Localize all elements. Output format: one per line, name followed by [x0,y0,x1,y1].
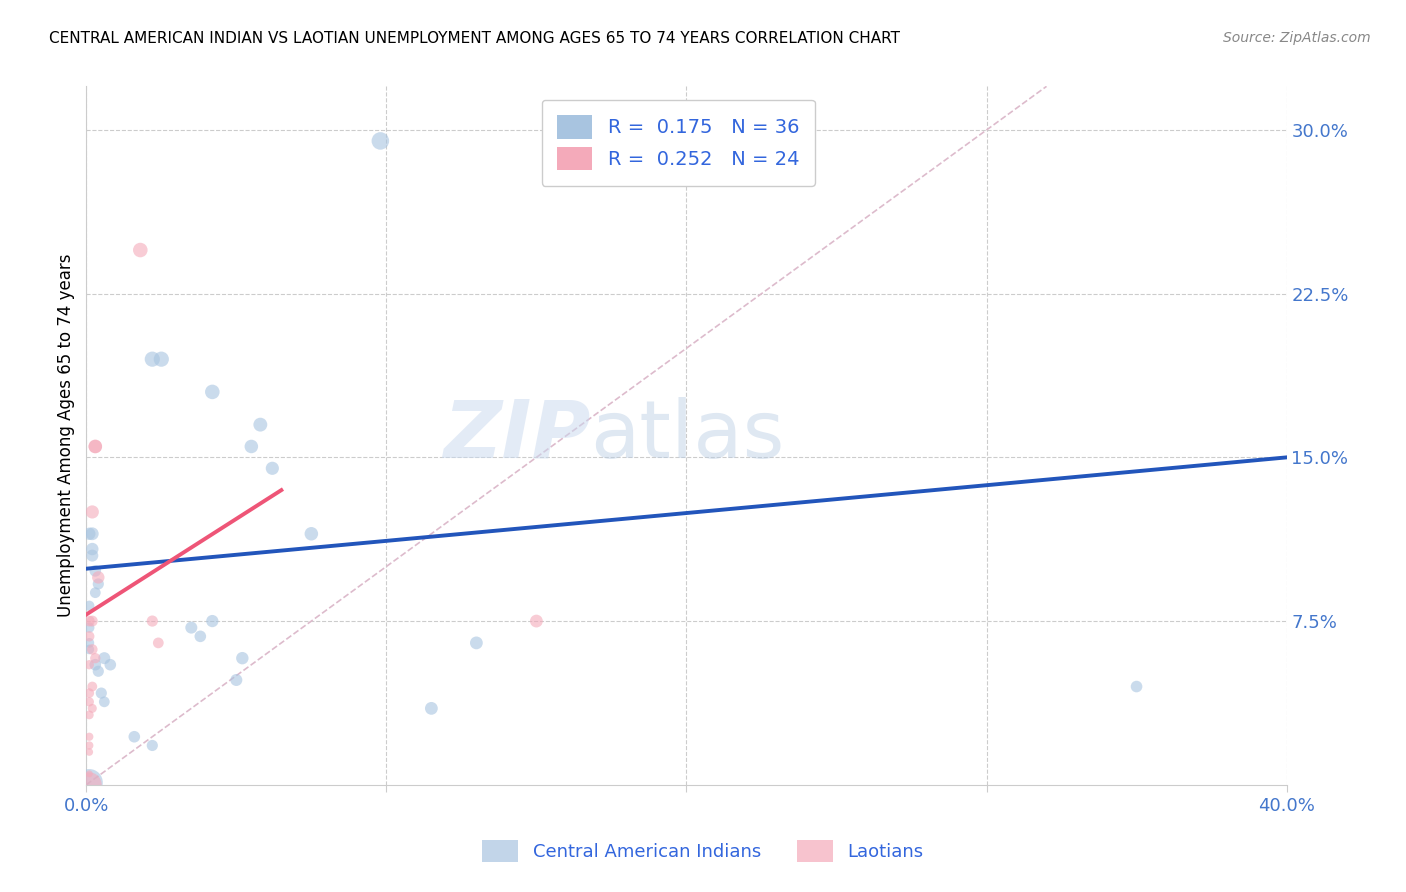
Point [262,461,284,475]
Point [82,614,104,628]
Text: CENTRAL AMERICAN INDIAN VS LAOTIAN UNEMPLOYMENT AMONG AGES 65 TO 74 YEARS CORREL: CENTRAL AMERICAN INDIAN VS LAOTIAN UNEMP… [49,31,900,46]
Point [526,614,548,628]
Point [420,701,443,715]
Point [79,642,101,657]
Point [79,707,101,722]
Point [79,636,101,650]
Point [79,629,101,643]
Point [148,636,170,650]
Point [370,134,392,148]
Point [82,526,104,541]
Point [225,673,247,687]
Legend: Central American Indians, Laotians: Central American Indians, Laotians [475,833,931,870]
Point [93,651,115,665]
Point [79,657,101,672]
Point [82,549,104,563]
Text: ZIP: ZIP [443,397,591,475]
Point [79,614,101,628]
Point [84,657,107,672]
Point [82,680,104,694]
Legend: R =  0.175   N = 36, R =  0.252   N = 24: R = 0.175 N = 36, R = 0.252 N = 24 [541,100,814,186]
Point [84,440,107,454]
Point [87,665,110,679]
Point [87,577,110,591]
Point [188,629,211,643]
Point [82,505,104,519]
Point [79,621,101,635]
Point [87,570,110,584]
Point [249,417,271,432]
Point [1125,680,1147,694]
Point [141,352,163,367]
Point [231,651,253,665]
Point [129,243,152,257]
Point [82,701,104,715]
Point [124,730,146,744]
Point [79,686,101,700]
Text: atlas: atlas [591,397,785,475]
Point [150,352,173,367]
Point [79,739,101,753]
Point [82,642,104,657]
Point [79,775,101,789]
Point [141,739,163,753]
Point [79,526,101,541]
Point [84,651,107,665]
Point [90,686,112,700]
Point [240,440,263,454]
Point [84,564,107,578]
Point [98,657,121,672]
Point [299,526,322,541]
Point [79,767,101,781]
Text: Source: ZipAtlas.com: Source: ZipAtlas.com [1223,31,1371,45]
Point [180,621,202,635]
Y-axis label: Unemployment Among Ages 65 to 74 years: Unemployment Among Ages 65 to 74 years [58,254,75,617]
Point [79,745,101,759]
Point [82,542,104,557]
Point [93,695,115,709]
Point [79,778,101,792]
Point [84,440,107,454]
Point [141,614,163,628]
Point [79,695,101,709]
Point [79,599,101,613]
Point [201,614,224,628]
Point [201,384,224,399]
Point [79,730,101,744]
Point [465,636,488,650]
Point [84,585,107,599]
